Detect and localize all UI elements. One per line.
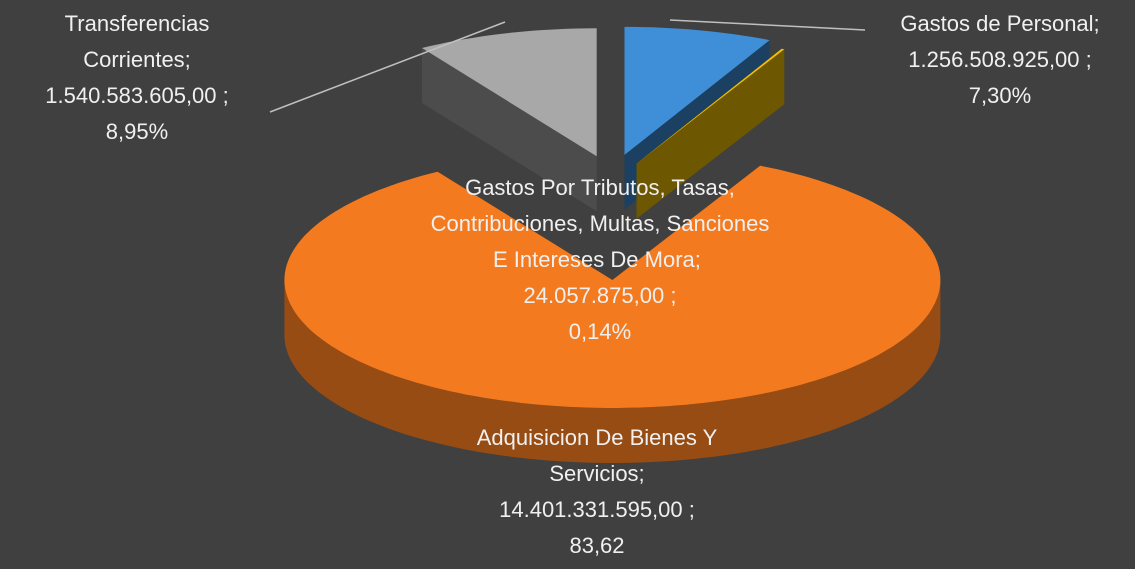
value-label: 1.540.583.605,00 ; (45, 83, 229, 108)
percent-label: 8,95% (105, 119, 169, 144)
percent-label: 7,30% (968, 83, 1032, 108)
slice (636, 48, 785, 164)
slice-side (284, 280, 941, 463)
data-label: Adquisicion De Bienes Y Servicios; 14.401… (437, 420, 757, 564)
category-label: Transferencias Corrientes; (64, 11, 210, 72)
pie (284, 26, 941, 463)
leader-line (269, 21, 506, 113)
percent-label: 0,14% (568, 319, 632, 344)
category-label: Gastos Por Tributos, Tasas, Contribucion… (430, 175, 770, 272)
value-label: 14.401.331.595,00 ; (499, 497, 695, 522)
data-label: Gastos de Personal; 1.256.508.925,00 ; 7,3… (860, 6, 1135, 114)
slice-wall (422, 48, 597, 212)
data-label: Transferencias Corrientes; 1.540.583.605,… (37, 6, 237, 150)
value-label: 24.057.875,00 ; (523, 283, 677, 308)
slice (624, 26, 770, 155)
slice (284, 165, 941, 408)
value-label: 1.256.508.925,00 ; (908, 47, 1092, 72)
percent-label: 83,62 (569, 533, 625, 558)
slice (422, 28, 597, 157)
slice-wall (636, 49, 785, 219)
category-label: Adquisicion De Bienes Y Servicios; (476, 425, 718, 486)
category-label: Gastos de Personal; (900, 11, 1100, 36)
leader-line (669, 19, 866, 31)
data-label: Gastos Por Tributos, Tasas, Contribucion… (428, 170, 773, 350)
